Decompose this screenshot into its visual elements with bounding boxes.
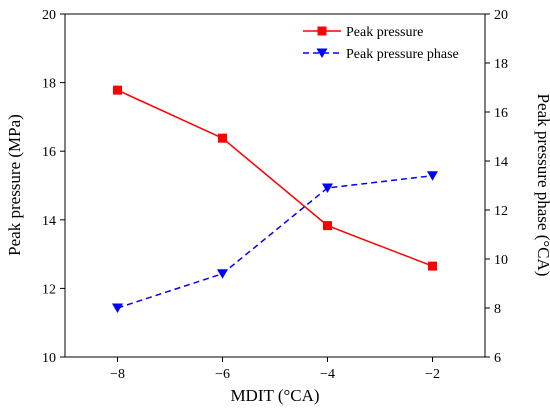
data-point-peak-pressure-phase bbox=[112, 303, 123, 313]
right-y-tick-label: 14 bbox=[494, 155, 508, 170]
left-y-tick-label: 10 bbox=[42, 351, 56, 366]
right-y-tick-label: 18 bbox=[494, 57, 508, 72]
data-point-peak-pressure-phase bbox=[322, 183, 333, 193]
left-y-tick-label: 18 bbox=[42, 77, 56, 92]
data-point-peak-pressure-phase bbox=[217, 269, 228, 279]
data-point-peak-pressure bbox=[218, 133, 227, 143]
x-tick-label: −2 bbox=[425, 367, 440, 382]
legend-marker-peak-pressure-phase bbox=[316, 48, 328, 58]
left-y-tick-label: 20 bbox=[42, 8, 56, 23]
x-tick-label: −4 bbox=[320, 367, 335, 382]
right-y-tick-label: 6 bbox=[494, 351, 501, 366]
left-y-tick-label: 12 bbox=[42, 282, 56, 297]
left-y-tick-label: 14 bbox=[42, 214, 56, 229]
data-point-peak-pressure bbox=[323, 221, 332, 231]
right-y-tick-label: 20 bbox=[494, 8, 508, 23]
x-tick-label: −8 bbox=[110, 367, 125, 382]
data-point-peak-pressure bbox=[428, 261, 437, 271]
left-y-tick-label: 16 bbox=[42, 145, 56, 160]
right-y-tick-label: 12 bbox=[494, 204, 508, 219]
series-line-peak-pressure-phase bbox=[117, 174, 433, 309]
x-tick-label: −6 bbox=[215, 367, 230, 382]
right-y-tick-label: 16 bbox=[494, 106, 508, 121]
legend-label-peak-pressure-phase: Peak pressure phase bbox=[346, 47, 459, 62]
data-point-peak-pressure-phase bbox=[427, 171, 438, 181]
right-y-tick-label: 8 bbox=[494, 302, 501, 317]
right-y-axis-label: Peak pressure phase (°CA) bbox=[534, 94, 550, 277]
legend-marker-peak-pressure bbox=[317, 26, 327, 36]
x-axis-label: MDIT (°CA) bbox=[230, 386, 319, 405]
plot-frame bbox=[64, 13, 486, 358]
data-point-peak-pressure bbox=[113, 85, 122, 95]
legend-label-peak-pressure: Peak pressure bbox=[346, 25, 423, 40]
series-line-peak-pressure bbox=[117, 89, 433, 267]
axis-ticks: −8 −6 −4 −2 10 12 14 16 18 20 6 8 10 12 14 16 18 20 bbox=[42, 8, 508, 382]
left-y-axis-label: Peak pressure (MPa) bbox=[5, 114, 24, 256]
series-layer bbox=[112, 85, 438, 313]
right-y-tick-label: 10 bbox=[494, 253, 508, 268]
legend: Peak pressure Peak pressure phase bbox=[303, 25, 459, 62]
